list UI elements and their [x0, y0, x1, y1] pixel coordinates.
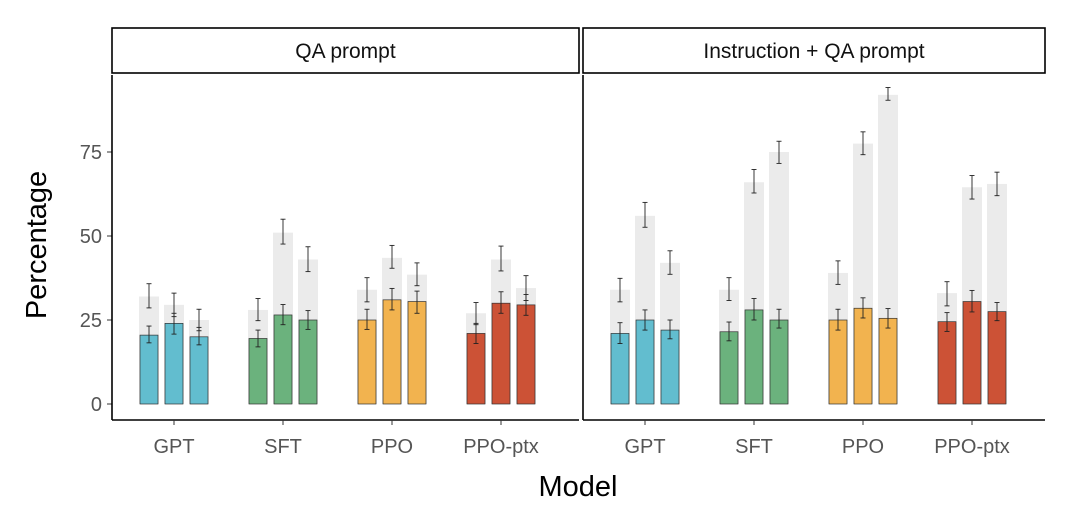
facet-strip-title: QA prompt [295, 40, 396, 63]
bar [828, 319, 848, 405]
x-axis-title: Model [539, 471, 618, 503]
y-tick-label: 0 [91, 394, 102, 416]
background-error-bar [364, 277, 370, 303]
error-bar [498, 291, 504, 314]
x-tick-label: GPT [153, 436, 194, 458]
background-error-bar [389, 244, 395, 269]
bar [164, 323, 184, 405]
error-bar [617, 322, 623, 344]
bar [610, 333, 630, 405]
facet-strip-title: Instruction + QA prompt [703, 40, 924, 63]
bar [407, 301, 427, 405]
error-bar [969, 289, 975, 313]
error-bar [364, 308, 370, 330]
error-bar [255, 329, 261, 348]
x-tick-label: GPT [624, 436, 665, 458]
background-error-bar [726, 277, 732, 301]
y-tick-label: 25 [80, 310, 102, 332]
error-bar [389, 287, 395, 311]
bar-group-sft [719, 140, 789, 405]
x-tick-label: SFT [735, 436, 773, 458]
bar [139, 334, 159, 405]
error-bar [196, 326, 202, 346]
x-tick-label: PPO [371, 436, 413, 458]
bar [962, 301, 982, 405]
bar [382, 299, 402, 405]
bar-group-ppo-ptx [466, 245, 536, 405]
background-error-bar [751, 169, 757, 194]
x-tick-label: PPO-ptx [934, 436, 1010, 458]
y-axis: 0 25 50 75 [80, 142, 112, 416]
background-error-bar [498, 245, 504, 272]
x-tick-label: SFT [264, 436, 302, 458]
facet-panel-1: QA prompt GPT SFT PPO PPO-ptx [111, 27, 580, 458]
bar [853, 307, 873, 405]
background-error-bar [642, 201, 648, 228]
bar-group-gpt [610, 201, 680, 405]
bar-group-sft [248, 218, 318, 405]
bar [769, 319, 789, 405]
error-bar [305, 310, 311, 330]
x-tick-label: PPO [842, 436, 884, 458]
background-error-bar [969, 175, 975, 200]
error-bar [835, 308, 841, 331]
error-bar [944, 312, 950, 332]
y-tick-label: 50 [80, 226, 102, 248]
background-error-bar [255, 298, 261, 322]
error-bar [860, 297, 866, 319]
background-error-bar [280, 218, 286, 245]
background-error-bar [305, 246, 311, 273]
bar [987, 311, 1007, 405]
error-bar [523, 294, 529, 316]
y-tick-label: 75 [80, 142, 102, 164]
background-error-bar [667, 250, 673, 275]
y-axis-title: Percentage [21, 171, 53, 319]
error-bar [414, 290, 420, 314]
bar-group-ppo-ptx [937, 171, 1007, 405]
bar [491, 302, 511, 405]
bar-group-gpt [139, 283, 209, 405]
background-error-bar [776, 140, 782, 164]
error-bar [667, 319, 673, 340]
background-error-bar [944, 281, 950, 307]
background-error-bar [835, 260, 841, 285]
background-error-bar [617, 277, 623, 303]
bar [635, 319, 655, 405]
bar [189, 336, 209, 405]
bar [937, 321, 957, 405]
background-error-bar [885, 87, 891, 101]
bar [298, 319, 318, 405]
error-bar [994, 302, 1000, 322]
error-bar [726, 321, 732, 342]
facet-strip [582, 27, 1046, 74]
error-bar [146, 325, 152, 344]
background-error-bar [860, 131, 866, 156]
bar-group-ppo [828, 87, 898, 405]
x-tick-label: PPO-ptx [463, 436, 539, 458]
bar [273, 314, 293, 405]
bar [744, 309, 764, 405]
facet-strip [111, 27, 580, 74]
bar [466, 333, 486, 405]
error-bar [171, 312, 177, 335]
bar [878, 317, 898, 405]
bar [660, 329, 680, 405]
bar [719, 331, 739, 405]
error-bar [280, 304, 286, 326]
background-error-bar [414, 262, 420, 287]
background-error-bar [994, 171, 1000, 197]
bar [516, 304, 536, 405]
bar-group-ppo [357, 244, 427, 405]
error-bar [473, 322, 479, 344]
error-bar [776, 308, 782, 329]
bar [248, 338, 268, 405]
bar [357, 319, 377, 405]
error-bar [885, 308, 891, 329]
error-bar [751, 298, 757, 321]
facet-panel-2: Instruction + QA prompt GPT SFT PPO PPO-ptx [582, 27, 1046, 458]
background-error-bar [146, 283, 152, 309]
error-bar [642, 309, 648, 331]
